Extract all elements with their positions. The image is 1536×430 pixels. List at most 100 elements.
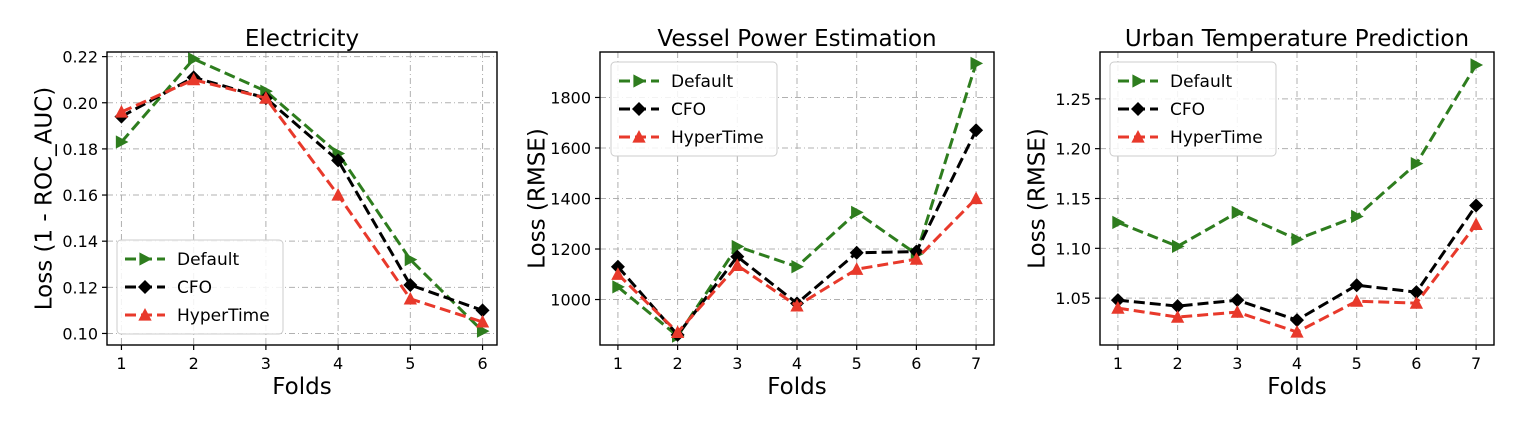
chart-panel-3: 1 2 3 4 5 6 7 1.05 1.10 1.15 1.20 1.25 Urban Tempera… (1025, 26, 1495, 400)
x-tick-label: 6 (911, 354, 921, 373)
data-point-hypertime (114, 104, 129, 118)
data-point-default (970, 56, 984, 71)
data-point-default (1410, 156, 1424, 171)
legend: Default CFO HyperTime (1109, 61, 1277, 157)
y-tick-label: 0.18 (62, 140, 98, 159)
legend-box (116, 239, 284, 335)
x-tick-label: 4 (333, 354, 343, 373)
data-point-cfo (1230, 293, 1245, 308)
y-tick-label: 1.15 (1055, 190, 1091, 209)
legend: Default CFO HyperTime (610, 61, 778, 157)
data-point-hypertime (611, 267, 625, 280)
data-point-default (731, 239, 745, 254)
y-tick-label: 0.12 (62, 278, 98, 297)
data-point-default (115, 135, 129, 149)
data-point-hypertime (1409, 296, 1424, 309)
chart-panel-2: 1 2 3 4 5 6 7 1000 1200 1400 1600 1800 Vessel Power … (525, 26, 995, 400)
data-point-cfo (730, 249, 745, 264)
data-point-default (404, 252, 418, 267)
data-point-default (791, 260, 804, 274)
chart-title: Electricity (245, 26, 359, 52)
x-tick-label: 4 (792, 354, 802, 373)
legend-marker (632, 102, 646, 116)
y-axis-label: Loss (1 - ROC_AUC) (32, 87, 58, 311)
legend-marker (632, 130, 646, 143)
data-point-cfo (1469, 198, 1484, 213)
legend-label: Default (1170, 72, 1232, 92)
legend-marker (138, 308, 152, 321)
data-point-hypertime (1469, 217, 1483, 231)
legend-label: HyperTime (177, 306, 270, 326)
legend-marker (1132, 74, 1145, 88)
y-tick-label: 1400 (550, 190, 591, 209)
x-axis-label: Folds (1267, 374, 1326, 400)
y-tick-label: 1.20 (1055, 140, 1091, 159)
data-point-cfo (475, 303, 490, 318)
legend-box (1109, 61, 1277, 157)
data-point-hypertime (259, 91, 273, 104)
data-point-hypertime (475, 314, 490, 328)
y-tick-label: 0.20 (62, 94, 98, 113)
data-point-hypertime (403, 291, 417, 305)
y-tick-label: 0.10 (62, 324, 98, 343)
x-tick-label: 1 (1113, 354, 1123, 373)
y-tick-label: 1200 (550, 240, 591, 259)
x-tick-label: 3 (1232, 354, 1242, 373)
plot-frame (106, 51, 498, 346)
y-tick-label: 0.14 (62, 232, 98, 251)
data-point-hypertime (909, 252, 924, 265)
x-tick-label: 5 (852, 354, 862, 373)
data-point-default (1291, 232, 1304, 247)
y-tick-label: 1000 (550, 291, 591, 310)
x-tick-label: 2 (189, 354, 199, 373)
legend-label: Default (671, 72, 733, 92)
series-line-hypertime (120, 78, 484, 324)
x-tick-label: 7 (1471, 354, 1481, 373)
x-tick-label: 5 (1352, 354, 1362, 373)
data-point-hypertime (850, 262, 864, 275)
legend: Default CFO HyperTime (116, 239, 284, 335)
data-point-default (1112, 215, 1125, 230)
x-axis-label: Folds (767, 374, 826, 400)
legend-label: CFO (177, 278, 212, 298)
data-point-cfo (331, 153, 346, 168)
data-point-default (1470, 58, 1484, 72)
legend-marker (633, 74, 646, 88)
data-point-cfo (849, 245, 864, 260)
x-tick-label: 3 (261, 354, 271, 373)
y-tick-label: 1.10 (1055, 239, 1091, 258)
y-tick-label: 1600 (550, 139, 591, 158)
data-point-cfo (1290, 313, 1304, 328)
data-point-default (1351, 209, 1364, 224)
x-tick-label: 1 (613, 354, 623, 373)
data-point-hypertime (1111, 301, 1125, 314)
legend-marker (1131, 102, 1145, 116)
data-point-default (1231, 205, 1245, 220)
y-tick-label: 0.22 (62, 48, 98, 67)
data-point-default (851, 205, 864, 220)
y-tick-label: 1.05 (1055, 289, 1091, 308)
y-tick-label: 0.16 (62, 186, 98, 205)
data-point-cfo (1110, 293, 1125, 308)
data-point-hypertime (187, 72, 201, 86)
data-point-cfo (1409, 285, 1424, 300)
data-point-hypertime (331, 188, 345, 201)
x-tick-label: 5 (405, 354, 415, 373)
data-point-default (476, 324, 490, 338)
data-point-cfo (403, 278, 418, 293)
x-tick-label: 6 (1411, 354, 1421, 373)
data-point-cfo (610, 259, 625, 274)
data-point-hypertime (1350, 294, 1364, 307)
data-point-cfo (909, 244, 924, 259)
x-tick-label: 7 (971, 354, 981, 373)
legend-marker (138, 280, 152, 294)
data-point-hypertime (1230, 305, 1244, 318)
data-point-hypertime (1170, 310, 1185, 323)
legend-marker (1131, 130, 1145, 143)
legend-marker (139, 252, 152, 266)
legend-label: HyperTime (671, 128, 764, 148)
data-point-hypertime (790, 298, 804, 312)
data-point-cfo (1349, 278, 1364, 293)
x-tick-label: 6 (477, 354, 487, 373)
legend-label: CFO (671, 100, 706, 120)
